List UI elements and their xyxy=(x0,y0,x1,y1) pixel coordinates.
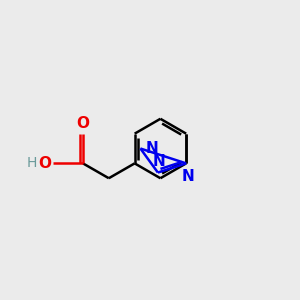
Text: N: N xyxy=(152,154,165,169)
Text: O: O xyxy=(39,156,52,171)
Text: O: O xyxy=(76,116,89,131)
Text: N: N xyxy=(146,141,158,156)
Text: H: H xyxy=(26,156,37,170)
Text: N: N xyxy=(181,169,194,184)
